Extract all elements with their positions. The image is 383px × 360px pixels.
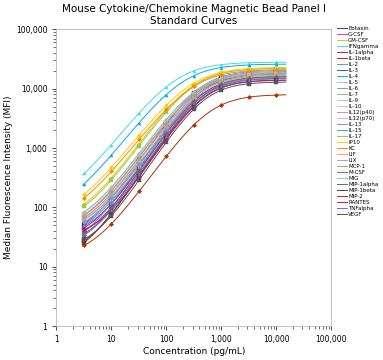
X-axis label: Concentration (pg/mL): Concentration (pg/mL): [142, 347, 245, 356]
Y-axis label: Median Fluorescence Intensity (MFI): Median Fluorescence Intensity (MFI): [4, 96, 13, 260]
Legend: Eotaxin, G-CSF, GM-CSF, IFNgamma, IL-1alpha, IL-1beta, IL-2, IL-3, IL-4, IL-5, I: Eotaxin, G-CSF, GM-CSF, IFNgamma, IL-1al…: [337, 26, 379, 217]
Title: Mouse Cytokine/Chemokine Magnetic Bead Panel I
Standard Curves: Mouse Cytokine/Chemokine Magnetic Bead P…: [62, 4, 326, 26]
